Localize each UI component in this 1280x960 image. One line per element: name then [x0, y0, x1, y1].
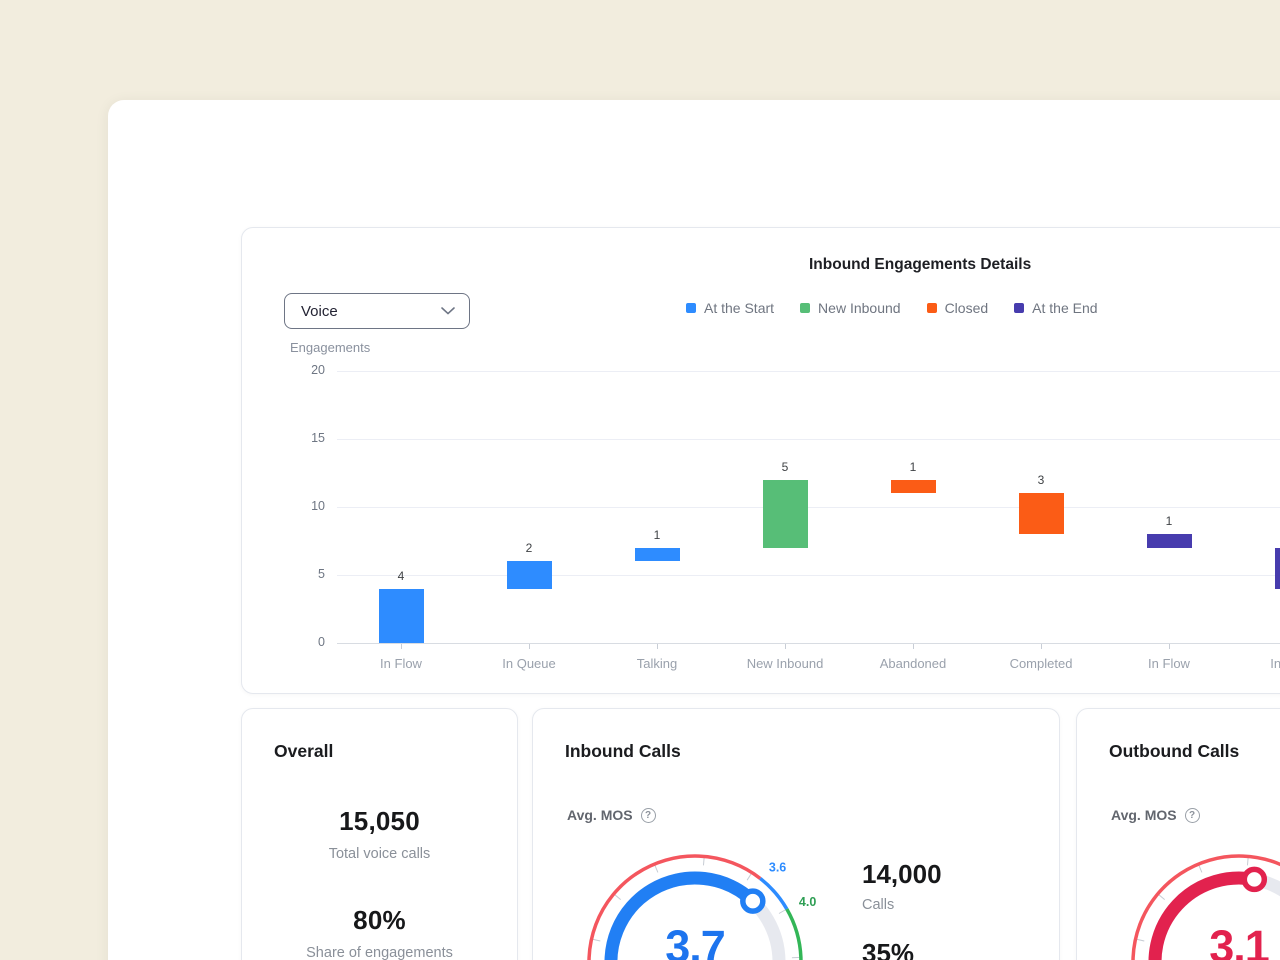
total-voice-calls-value: 15,050 [339, 806, 420, 836]
outbound-mos-value: 3.1 [1209, 921, 1270, 960]
x-axis-category-label: Talking [636, 656, 678, 671]
avg-mos-label: Avg. MOS [1111, 807, 1177, 823]
bar-value-label: 5 [781, 459, 789, 474]
share-of-engagements-value: 80% [353, 905, 406, 935]
x-axis-category-label: In Flow [1148, 656, 1190, 671]
x-axis-category-label: Completed [1009, 656, 1073, 671]
help-icon[interactable]: ? [1184, 807, 1200, 823]
x-axis-tick [529, 644, 530, 649]
inbound-calls-card: Inbound Calls Avg. MOS ? 1.03.64.05.0 3.… [532, 708, 1060, 960]
dashboard-panel: Inbound Engagements Details At the Start… [108, 100, 1280, 960]
legend-swatch [1014, 303, 1025, 313]
legend-label: At the End [1032, 300, 1098, 316]
legend-swatch [800, 303, 811, 313]
engagements-chart-card: Inbound Engagements Details At the Start… [241, 227, 1280, 694]
inbound-mos-value: 3.7 [665, 921, 726, 960]
calls-count-label: Calls [862, 897, 895, 913]
gridline [337, 643, 1280, 644]
x-axis-tick [1041, 644, 1042, 649]
share-of-engagements-stat: 80% Share of engagements [242, 905, 517, 960]
share-of-engagements-label: Share of engagements [306, 945, 453, 960]
bar-in-flow[interactable] [1146, 534, 1192, 548]
outbound-avg-mos-header: Avg. MOS ? [1111, 807, 1200, 823]
overall-card-title: Overall [274, 741, 334, 761]
y-axis-tick-label: 15 [311, 431, 325, 445]
outbound-mos-gauge: 1.03.64.05.0 [1131, 854, 1280, 960]
legend-item-at-the-start[interactable]: At the Start [686, 300, 774, 316]
x-axis-tick [1169, 644, 1170, 649]
legend-label: At the Start [704, 300, 775, 316]
avg-mos-label: Avg. MOS [567, 807, 633, 823]
help-icon[interactable]: ? [640, 807, 656, 823]
bar-in-flow[interactable] [378, 588, 424, 643]
y-axis-title: Engagements [290, 340, 371, 355]
x-axis-tick [785, 644, 786, 649]
bar-chart-plot: 20 15 10 5 0 4 In Flow 2 In Queue 1 Talking 5 New In… [242, 228, 1280, 693]
gridline [337, 371, 1280, 372]
legend-item-new-inbound[interactable]: New Inbound [800, 300, 901, 316]
bar-value-label: 4 [397, 568, 405, 583]
inbound-avg-mos-header: Avg. MOS ? [567, 807, 656, 823]
bar-in-queue[interactable] [506, 561, 552, 589]
channel-select-value: Voice [301, 302, 338, 320]
legend-label: Closed [944, 300, 989, 316]
y-axis-tick-label: 5 [318, 567, 325, 581]
bar-value-label: 1 [653, 527, 661, 542]
x-axis-category-label: In Queue [502, 656, 556, 671]
bar-completed[interactable] [1018, 493, 1064, 535]
x-axis-tick [657, 644, 658, 649]
x-axis-category-label: Abandoned [879, 656, 947, 671]
legend-swatch [926, 303, 937, 313]
total-voice-calls-label: Total voice calls [328, 846, 431, 862]
calls-count-value: 14,000 [862, 859, 942, 889]
gauge-axis-label: 3.6 [769, 860, 786, 874]
overall-card: Overall 15,050 Total voice calls 80% Sha… [241, 708, 518, 960]
gauge-axis-label: 4.0 [799, 895, 816, 909]
total-voice-calls-stat: 15,050 Total voice calls [242, 806, 517, 862]
bar-value-label: 2 [525, 541, 533, 556]
inbound-card-title: Inbound Calls [565, 741, 681, 761]
chart-legend: At the Start New Inbound Closed At the End [686, 300, 1098, 316]
gridline [337, 575, 1280, 576]
x-axis-tick [401, 644, 402, 649]
legend-label: New Inbound [818, 300, 901, 316]
bad-calls-value: 35% [862, 938, 915, 960]
x-axis-category-label: New Inbound [746, 656, 824, 671]
channel-select[interactable]: Voice [284, 293, 470, 329]
bar-abandoned[interactable] [890, 479, 936, 494]
inbound-mos-gauge: 1.03.64.05.0 [587, 854, 816, 960]
chart-title: Inbound Engagements Details [809, 256, 1032, 273]
x-axis-tick [913, 644, 914, 649]
y-axis-tick-label: 20 [311, 363, 325, 377]
chevron-down-icon [441, 307, 455, 315]
bar-value-label: 1 [909, 459, 917, 474]
legend-swatch [686, 303, 696, 313]
x-axis-category-label: In Queue [1270, 656, 1280, 671]
bar-value-label: 3 [1267, 528, 1280, 542]
bar-new-inbound[interactable] [762, 479, 808, 548]
y-axis-tick-label: 0 [318, 635, 325, 649]
x-axis-category-label: In Flow [380, 656, 422, 671]
bar-value-label: 3 [1037, 473, 1045, 488]
legend-item-at-the-end[interactable]: At the End [1014, 300, 1098, 316]
outbound-calls-card: Outbound Calls Avg. MOS ? 1.03.64.05.0 3… [1076, 708, 1280, 960]
bar-value-label: 1 [1165, 514, 1173, 529]
bar-in-queue[interactable] [1274, 547, 1280, 589]
legend-item-closed[interactable]: Closed [926, 300, 989, 316]
outbound-card-title: Outbound Calls [1109, 741, 1240, 761]
inbound-side-stats: 14,000 Calls 35% Bad calls [862, 859, 942, 960]
y-axis-tick-label: 10 [311, 499, 325, 513]
gridline [337, 439, 1280, 440]
gridline [337, 507, 1280, 508]
bar-talking[interactable] [634, 547, 680, 562]
